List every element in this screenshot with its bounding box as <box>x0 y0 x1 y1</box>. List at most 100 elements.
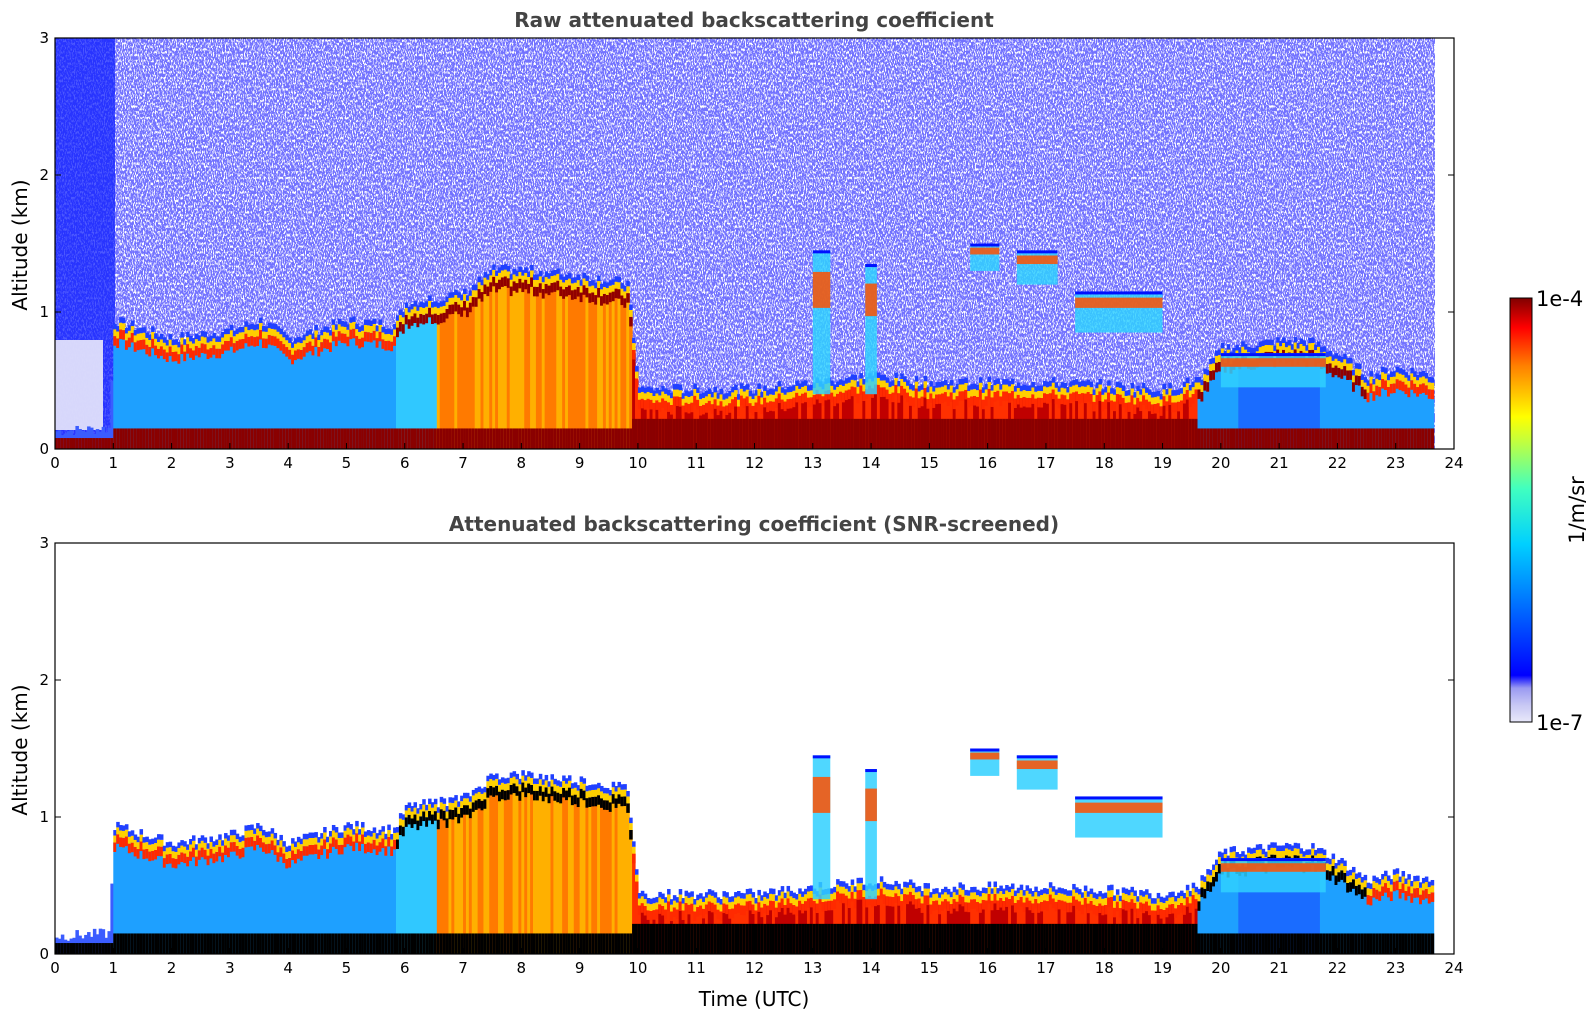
profile-column <box>326 327 330 449</box>
profile-column <box>232 829 237 954</box>
profile-column <box>961 884 965 954</box>
profile-column <box>1130 382 1134 449</box>
profile-column <box>224 328 228 449</box>
x-tick-label: 0 <box>50 454 60 472</box>
profile-column <box>984 383 989 449</box>
profile-column <box>1191 381 1196 449</box>
profile-column <box>1398 876 1403 954</box>
profile-column <box>445 296 450 449</box>
x-tick-label: 0 <box>50 959 60 977</box>
x-tick-label: 23 <box>1386 959 1405 977</box>
profile-column <box>559 781 563 954</box>
profile-column <box>253 828 257 954</box>
profile-column <box>565 778 569 954</box>
profile-column <box>1419 371 1423 449</box>
profile-column <box>1040 385 1044 449</box>
profile-column <box>1019 884 1024 954</box>
profile-column <box>157 336 161 449</box>
profile-column <box>841 380 846 449</box>
profile-column <box>206 337 211 449</box>
profile-column <box>66 940 71 954</box>
profile-column <box>632 337 636 449</box>
profile-column <box>84 934 88 954</box>
profile-column <box>739 383 744 449</box>
profile-column <box>640 890 645 954</box>
profile-column <box>133 834 138 954</box>
profile-column <box>591 280 595 449</box>
profile-column <box>291 342 295 449</box>
profile-column <box>760 391 764 449</box>
profile-column <box>1354 363 1359 449</box>
profile-column <box>396 827 400 954</box>
x-tick-label: 14 <box>862 454 881 472</box>
profile-column <box>451 797 455 954</box>
profile-column <box>381 826 385 954</box>
profile-column <box>970 384 974 449</box>
profile-column <box>804 380 808 449</box>
profile-column <box>553 778 557 954</box>
profile-column <box>742 385 747 449</box>
profile-column <box>1010 883 1015 954</box>
profile-column <box>1112 895 1117 954</box>
profile-column <box>130 830 135 954</box>
profile-column <box>180 840 184 954</box>
profile-column <box>620 283 624 449</box>
profile-column <box>643 893 648 954</box>
profile-column <box>145 332 149 449</box>
profile-column <box>238 326 243 449</box>
profile-column <box>87 932 91 954</box>
profile-column <box>89 427 94 449</box>
profile-column <box>471 789 476 954</box>
profile-column <box>296 836 301 954</box>
profile-column <box>958 882 963 954</box>
profile-column <box>1110 388 1114 449</box>
profile-column <box>454 795 458 954</box>
profile-column <box>416 305 420 449</box>
profile-column <box>987 881 992 954</box>
profile-column <box>422 302 426 449</box>
profile-column <box>1191 882 1196 954</box>
profile-column <box>293 841 298 954</box>
profile-column <box>973 886 977 954</box>
profile-column <box>964 889 968 954</box>
profile-column <box>352 316 356 449</box>
profile-column <box>632 841 636 954</box>
profile-column <box>151 838 155 954</box>
profile-column <box>771 389 776 449</box>
profile-column <box>806 385 811 449</box>
profile-column <box>442 798 447 954</box>
profile-column <box>719 899 724 954</box>
profile-column <box>116 326 120 449</box>
profile-column <box>369 320 374 449</box>
profile-column <box>498 779 502 954</box>
profile-column <box>95 429 100 449</box>
profile-column <box>430 302 435 449</box>
profile-column <box>1034 386 1038 449</box>
profile-column <box>253 324 257 449</box>
profile-column <box>669 899 674 954</box>
profile-column <box>693 383 697 449</box>
profile-column <box>110 883 114 954</box>
profile-column <box>1066 386 1070 449</box>
profile-column <box>358 326 362 449</box>
profile-column <box>1427 881 1432 954</box>
profile-column <box>148 839 152 954</box>
profile-column <box>932 386 936 449</box>
profile-column <box>1215 350 1219 449</box>
profile-column <box>1156 892 1161 954</box>
profile-column <box>742 893 747 954</box>
profile-column <box>1217 851 1222 954</box>
profile-column <box>591 784 595 954</box>
profile-column <box>1343 353 1347 449</box>
y-tick-label: 0 <box>39 440 49 458</box>
profile-column <box>1375 373 1379 449</box>
profile-column <box>567 273 572 449</box>
profile-column <box>879 876 884 954</box>
profile-column <box>346 324 350 449</box>
profile-column <box>1112 389 1117 449</box>
profile-column <box>506 265 511 449</box>
x-tick-label: 20 <box>1211 959 1230 977</box>
profile-column <box>1107 885 1111 954</box>
profile-column <box>704 892 709 954</box>
